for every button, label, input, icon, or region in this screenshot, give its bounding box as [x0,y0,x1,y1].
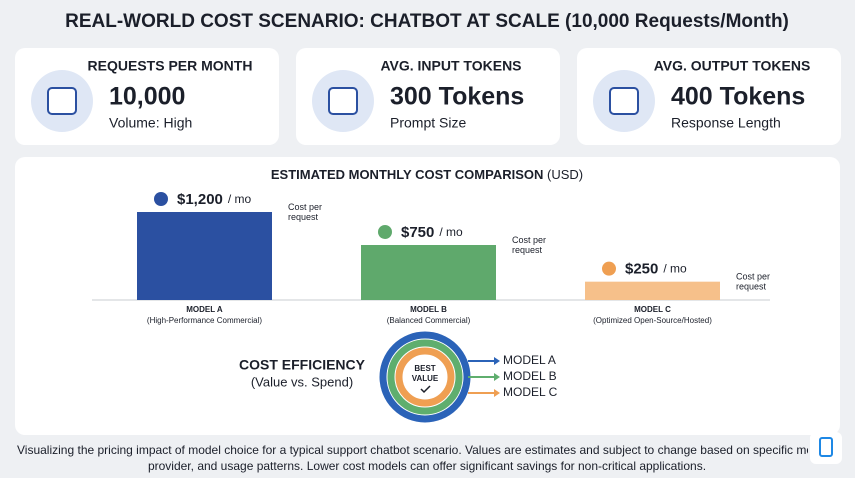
card-icon-glyph [47,87,77,115]
chart-title: ESTIMATED MONTHLY COST COMPARISON [271,167,544,182]
efficiency: COST EFFICIENCY (Value vs. Spend) MODEL … [239,331,558,423]
bar-note: Cost per request [512,235,546,255]
efficiency-center [404,356,446,398]
bar-note: Cost per request [288,202,322,222]
efficiency-subtitle: (Value vs. Spend) [251,374,353,389]
bar-note: Cost per request [736,272,770,292]
efficiency-legend: MODEL B [503,369,557,383]
device-icon[interactable] [810,432,842,464]
card-note: Volume: High [109,115,192,131]
value-label: $1,200 [177,191,223,208]
chart-title-group: ESTIMATED MONTHLY COST COMPARISON (USD) [271,167,583,182]
footer: Visualizing the pricing impact of model … [17,443,832,457]
card-icon-glyph [328,87,358,115]
bar-note-line: request [512,245,543,255]
category-label: MODEL B [410,305,447,314]
efficiency-center-label: BEST VALUE [412,364,439,383]
category-note: (Optimized Open-Source/Hosted) [593,316,712,325]
card-label: AVG. INPUT TOKENS [380,58,521,74]
bar-note-line: Cost per [288,202,322,212]
card-value: 10,000 [109,83,185,111]
efficiency-ring [379,331,471,423]
efficiency-legend: MODEL A [503,353,556,367]
value-label: $250 [625,261,658,278]
bar [585,281,720,300]
card-note: Prompt Size [390,115,466,131]
card-label: REQUESTS PER MONTH [88,58,253,74]
bar-note-line: Cost per [736,272,770,282]
unit-label: / mo [228,192,252,206]
bar [361,245,496,300]
footer-line: provider, and usage patterns. Lower cost… [148,459,706,473]
check-mark [420,385,431,394]
efficiency-title: COST EFFICIENCY [239,357,366,373]
unit-label: / mo [663,262,687,276]
card-label: AVG. OUTPUT TOKENS [654,58,811,74]
bar-note-line: request [736,282,767,292]
efficiency-ring [395,347,455,407]
value-label: $750 [401,224,434,241]
bar-note-line: request [288,212,319,222]
card-value: 300 Tokens [390,83,524,111]
efficiency-ring [387,339,463,415]
card-value: 400 Tokens [671,83,805,111]
bar [137,212,272,300]
efficiency-arrowhead [494,357,500,365]
card-icon-glyph [609,87,639,115]
value-label-group: $750 / mo [401,224,463,241]
category-note: (High-Performance Commercial) [147,316,262,325]
page-title: REAL-WORLD COST SCENARIO: CHATBOT AT SCA… [65,11,789,32]
unit-label: / mo [439,225,463,239]
value-label-group: $1,200 / mo [177,191,252,208]
efficiency-arrowhead [494,389,500,397]
value-label-group: $250 / mo [625,261,687,278]
bar-icon [154,192,168,206]
footer-line: Visualizing the pricing impact of model … [17,443,832,457]
card-note: Response Length [671,115,781,131]
category-label: MODEL C [634,305,671,314]
cards: REQUESTS PER MONTH 10,000 Volume: High AVG.… [15,48,841,145]
efficiency-center-word: VALUE [412,374,439,383]
efficiency-center-word: BEST [414,364,435,373]
efficiency-legend: MODEL C [503,385,558,399]
bar-icon [378,225,392,239]
category-label: MODEL A [186,305,223,314]
device-glyph [819,437,833,457]
bar-icon [602,261,616,276]
bar-note-line: Cost per [512,235,546,245]
chart-title-unit: (USD) [547,167,583,182]
category-note: (Balanced Commercial) [387,316,471,325]
efficiency-arrowhead [494,373,500,381]
